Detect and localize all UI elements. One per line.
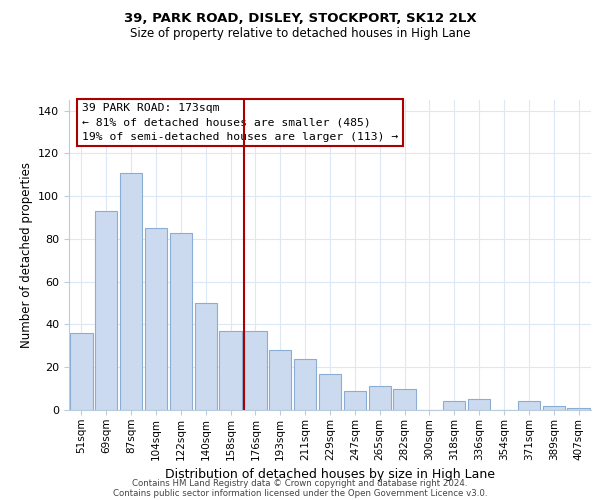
Y-axis label: Number of detached properties: Number of detached properties	[20, 162, 32, 348]
Text: Size of property relative to detached houses in High Lane: Size of property relative to detached ho…	[130, 28, 470, 40]
Bar	[70, 333, 92, 410]
Bar	[244, 331, 266, 410]
Bar	[468, 400, 490, 410]
Bar	[368, 386, 391, 410]
Bar	[170, 232, 192, 410]
Bar	[568, 408, 590, 410]
Bar	[443, 402, 466, 410]
Bar	[120, 172, 142, 410]
Bar	[394, 388, 416, 410]
X-axis label: Distribution of detached houses by size in High Lane: Distribution of detached houses by size …	[165, 468, 495, 481]
Bar	[269, 350, 292, 410]
Bar	[294, 358, 316, 410]
Bar	[145, 228, 167, 410]
Text: Contains public sector information licensed under the Open Government Licence v3: Contains public sector information licen…	[113, 488, 487, 498]
Bar	[220, 331, 242, 410]
Text: 39 PARK ROAD: 173sqm
← 81% of detached houses are smaller (485)
19% of semi-deta: 39 PARK ROAD: 173sqm ← 81% of detached h…	[82, 103, 398, 142]
Text: 39, PARK ROAD, DISLEY, STOCKPORT, SK12 2LX: 39, PARK ROAD, DISLEY, STOCKPORT, SK12 2…	[124, 12, 476, 26]
Bar	[95, 211, 118, 410]
Text: Contains HM Land Registry data © Crown copyright and database right 2024.: Contains HM Land Registry data © Crown c…	[132, 478, 468, 488]
Bar	[319, 374, 341, 410]
Bar	[344, 391, 366, 410]
Bar	[542, 406, 565, 410]
Bar	[518, 402, 540, 410]
Bar	[194, 303, 217, 410]
